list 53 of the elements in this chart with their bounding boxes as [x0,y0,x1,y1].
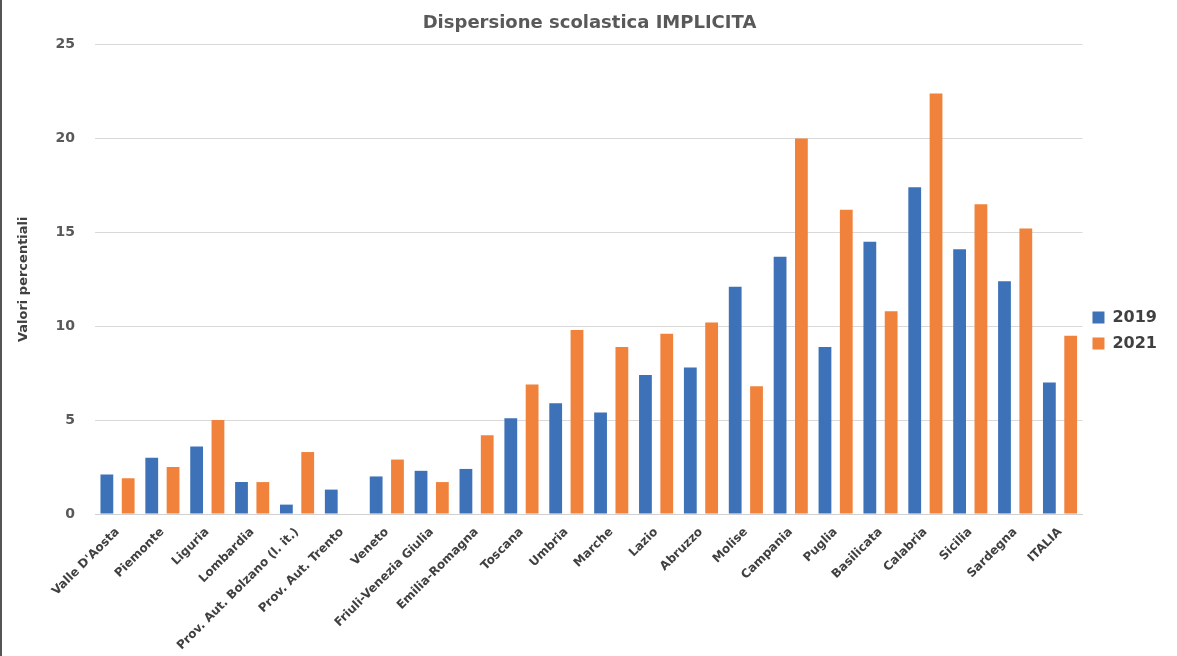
y-tick-label: 25 [55,35,76,52]
y-tick-label: 15 [55,223,76,239]
bar [279,504,293,514]
bar [256,482,270,514]
y-tick-label: 20 [55,129,76,146]
bar [660,333,674,514]
chart-title: Dispersione scolastica IMPLICITA [422,11,757,33]
bar [324,489,338,514]
bar [549,403,563,514]
y-tick-label: 5 [65,410,76,427]
bar [884,311,898,514]
bar [525,384,539,514]
bar [121,478,135,514]
y-tick-label: 0 [65,504,76,521]
y-axis-title: Valori percentiali [15,216,31,343]
bar [818,346,832,514]
bar [1042,382,1056,514]
legend-label: 2021 [1112,332,1157,352]
bar [773,256,787,514]
bar [750,386,763,514]
bar [1064,335,1078,514]
bar [594,412,607,514]
bar [705,322,719,514]
bar [953,249,966,514]
bar [639,375,652,514]
bar [166,467,180,514]
bar [459,468,473,514]
bar [100,474,114,514]
legend-label: 2019 [1112,306,1157,326]
bar [211,420,225,514]
bar [908,187,922,514]
bar [480,435,494,514]
bar [391,459,404,514]
bar [504,418,518,514]
bar [369,476,383,514]
bar [929,93,943,514]
bar [795,138,808,514]
bar [998,281,1011,514]
bar [414,470,428,514]
bar [570,330,584,514]
y-tick-label: 10 [55,316,76,333]
bar [839,209,853,514]
bar [145,457,159,514]
bar [615,346,629,514]
bar [235,482,248,514]
bar [435,482,449,514]
bar [1019,228,1033,514]
bar [683,367,697,514]
bar [728,286,742,514]
bar [190,446,204,514]
bar [301,452,315,514]
bar [863,241,877,514]
bar [974,204,988,514]
